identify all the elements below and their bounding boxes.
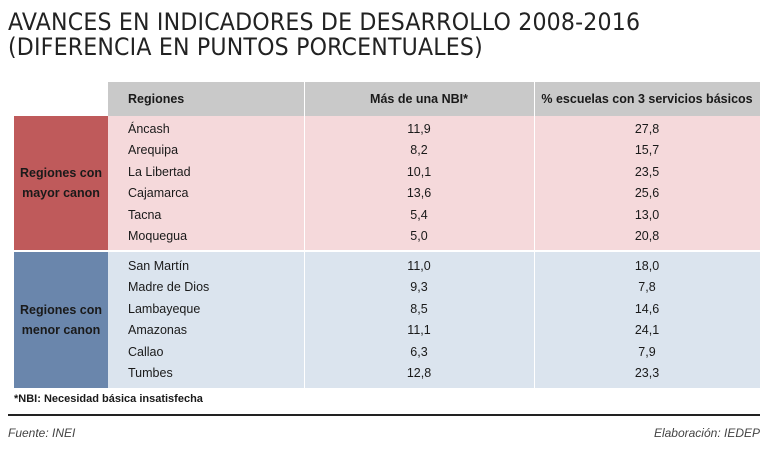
schools-cell: 23,5 bbox=[634, 164, 660, 179]
schools-cell: 23,3 bbox=[634, 366, 660, 381]
region-cell: La Libertad bbox=[128, 164, 191, 179]
region-cell: Cajamarca bbox=[128, 186, 189, 201]
group-mayor-canon: Regiones con mayor canon Áncash 11,9 27,8 A… bbox=[14, 116, 760, 250]
schools-cell: 25,6 bbox=[634, 186, 660, 201]
header-schools: % escuelas con 3 servicios básicos bbox=[541, 91, 753, 106]
nbi-cell: 11,1 bbox=[407, 323, 431, 338]
table-row: Arequipa 8,2 15,7 bbox=[108, 140, 760, 162]
schools-cell: 24,1 bbox=[634, 323, 660, 338]
table-row: Madre de Dios 9,3 7,8 bbox=[108, 277, 760, 299]
region-cell: Áncash bbox=[128, 121, 170, 136]
divider bbox=[8, 414, 760, 416]
region-cell: San Martín bbox=[128, 258, 190, 273]
group-label: Regiones con mayor canon bbox=[14, 116, 108, 250]
group-rows: Áncash 11,9 27,8 Arequipa 8,2 15,7 La Libertad… bbox=[108, 116, 760, 250]
schools-cell: 27,8 bbox=[634, 121, 660, 136]
table-row: Callao 6,3 7,9 bbox=[108, 341, 760, 363]
table-row: Cajamarca 13,6 25,6 bbox=[108, 183, 760, 205]
table-row: San Martín 11,0 18,0 bbox=[108, 255, 760, 277]
region-cell: Lambayeque bbox=[128, 301, 201, 316]
schools-cell: 13,0 bbox=[634, 207, 660, 222]
column-divider bbox=[534, 82, 535, 388]
group-rows: San Martín 11,0 18,0 Madre de Dios 9,3 7,8 Lam… bbox=[108, 252, 760, 388]
nbi-cell: 13,6 bbox=[406, 186, 432, 201]
table-row: La Libertad 10,1 23,5 bbox=[108, 161, 760, 183]
table-row: Moquegua 5,0 20,8 bbox=[108, 226, 760, 248]
column-divider bbox=[304, 82, 305, 388]
region-cell: Amazonas bbox=[128, 323, 188, 338]
nbi-cell: 5,0 bbox=[410, 229, 428, 244]
title-line-1: AVANCES EN INDICADORES DE DESARROLLO 200… bbox=[8, 8, 641, 36]
group-label: Regiones con menor canon bbox=[14, 252, 108, 388]
schools-cell: 20,8 bbox=[634, 229, 660, 244]
region-cell: Tacna bbox=[128, 207, 162, 222]
nbi-cell: 6,3 bbox=[410, 344, 428, 359]
schools-cell: 7,9 bbox=[638, 344, 656, 359]
schools-cell: 18,0 bbox=[634, 258, 660, 273]
table-header: Regiones Más de una NBI* % escuelas con … bbox=[108, 82, 760, 116]
nbi-cell: 9,3 bbox=[410, 280, 428, 295]
table-row: Áncash 11,9 27,8 bbox=[108, 118, 760, 140]
source-label: Fuente: INEI bbox=[8, 426, 76, 440]
table-row: Lambayeque 8,5 14,6 bbox=[108, 298, 760, 320]
header-regions: Regiones bbox=[128, 92, 185, 106]
table-row: Tumbes 12,8 23,3 bbox=[108, 363, 760, 385]
title-line-2: (DIFERENCIA EN PUNTOS PORCENTUALES) bbox=[8, 33, 483, 61]
schools-cell: 14,6 bbox=[634, 301, 660, 316]
footnote: *NBI: Necesidad básica insatisfecha bbox=[14, 393, 203, 405]
schools-cell: 15,7 bbox=[634, 143, 660, 158]
schools-cell: 7,8 bbox=[638, 280, 656, 295]
credit-label: Elaboración: IEDEP bbox=[653, 426, 760, 440]
region-cell: Madre de Dios bbox=[128, 280, 210, 295]
region-cell: Callao bbox=[128, 344, 164, 359]
nbi-cell: 5,4 bbox=[410, 207, 428, 222]
region-cell: Arequipa bbox=[128, 143, 179, 158]
nbi-cell: 8,5 bbox=[410, 301, 428, 316]
header-nbi: Más de una NBI* bbox=[370, 92, 468, 106]
nbi-cell: 12,8 bbox=[406, 366, 432, 381]
region-cell: Moquegua bbox=[128, 229, 188, 244]
page-title: AVANCES EN INDICADORES DE DESARROLLO 200… bbox=[8, 10, 689, 60]
nbi-cell: 11,9 bbox=[407, 121, 431, 136]
table-row: Tacna 5,4 13,0 bbox=[108, 204, 760, 226]
table-row: Amazonas 11,1 24,1 bbox=[108, 320, 760, 342]
nbi-cell: 11,0 bbox=[407, 258, 431, 273]
nbi-cell: 8,2 bbox=[410, 143, 428, 158]
region-cell: Tumbes bbox=[128, 366, 173, 381]
group-menor-canon: Regiones con menor canon San Martín 11,0 1… bbox=[14, 252, 760, 388]
nbi-cell: 10,1 bbox=[406, 164, 432, 179]
